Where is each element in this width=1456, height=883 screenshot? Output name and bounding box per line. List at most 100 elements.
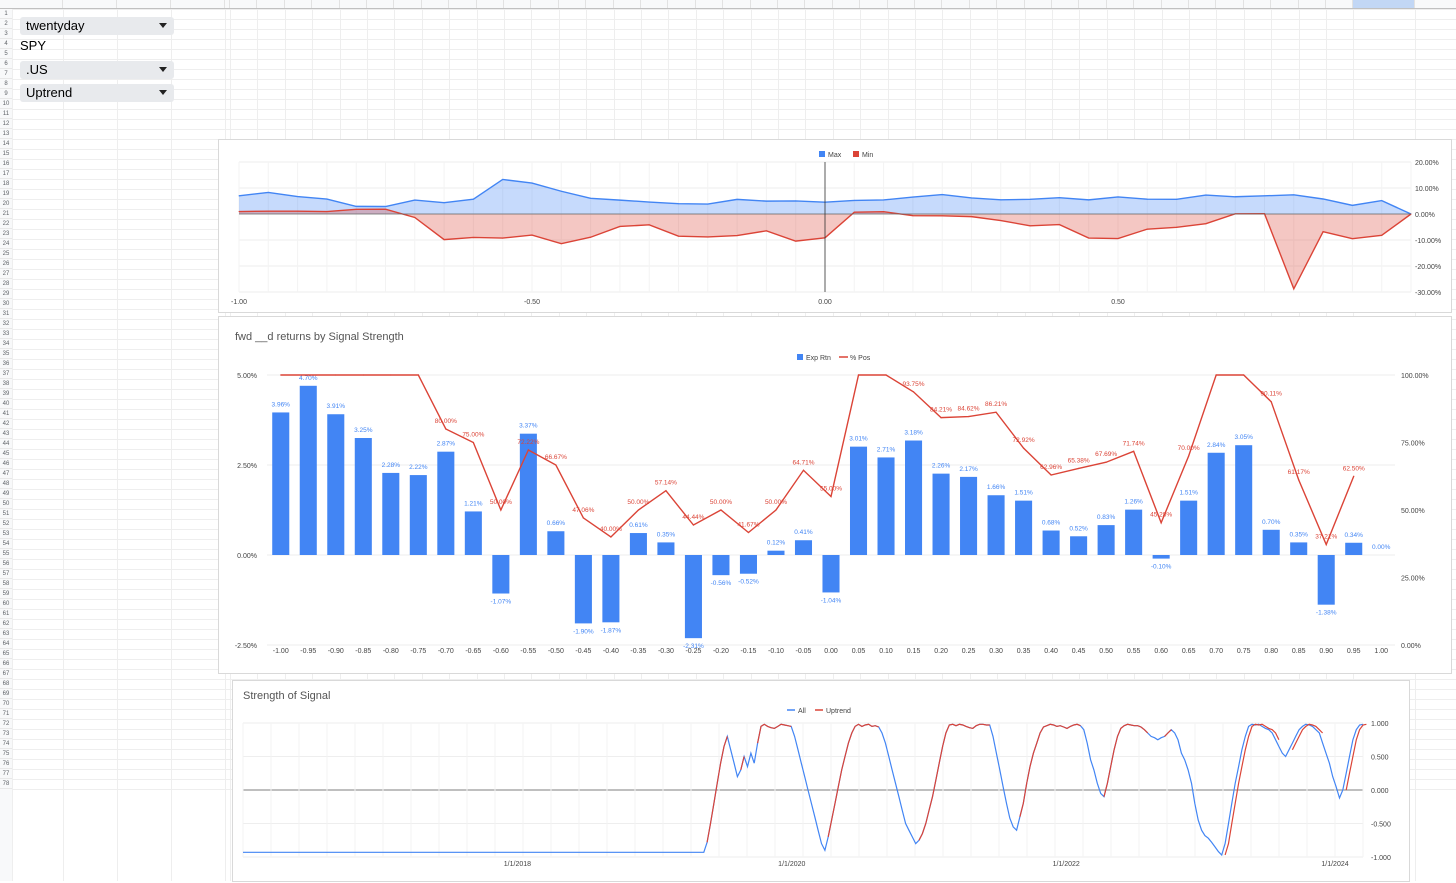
row-header-3[interactable]: 3: [0, 29, 12, 39]
table-cell[interactable]: [13, 759, 61, 769]
row-header-40[interactable]: 40: [0, 399, 12, 409]
row-header-74[interactable]: 74: [0, 739, 12, 749]
summary-label-cell[interactable]: [172, 99, 223, 109]
summary-value-cell[interactable]: [1217, 19, 1241, 29]
table-cell[interactable]: [118, 319, 169, 329]
summary-value-cell[interactable]: [1217, 89, 1241, 99]
row-header-49[interactable]: 49: [0, 489, 12, 499]
summary-value-cell[interactable]: [587, 99, 611, 109]
row-header-32[interactable]: 32: [0, 319, 12, 329]
table-cell[interactable]: [172, 539, 223, 549]
summary-value-cell[interactable]: [1080, 69, 1104, 79]
summary-value-cell[interactable]: [341, 69, 365, 79]
summary-value-cell[interactable]: [806, 29, 830, 39]
signal-footer-cell[interactable]: [889, 109, 913, 119]
summary-value-cell[interactable]: [1163, 39, 1187, 49]
signal-footer-cell[interactable]: [971, 109, 995, 119]
summary-label-cell[interactable]: [172, 49, 223, 59]
summary-value-cell[interactable]: [1300, 69, 1324, 79]
table-header-cell[interactable]: [172, 119, 223, 129]
summary-value-cell[interactable]: [1080, 29, 1104, 39]
table-cell[interactable]: [13, 629, 61, 639]
summary-value-cell[interactable]: [615, 29, 639, 39]
summary-value-cell[interactable]: [1053, 49, 1077, 59]
row-header-58[interactable]: 58: [0, 579, 12, 589]
summary-value-cell[interactable]: [226, 39, 228, 49]
summary-value-cell[interactable]: [861, 59, 885, 69]
summary-value-cell[interactable]: [1108, 69, 1132, 79]
summary-value-cell[interactable]: [1135, 39, 1159, 49]
table-cell[interactable]: [13, 719, 61, 729]
summary-value-cell[interactable]: [697, 59, 721, 69]
table-cell[interactable]: [13, 729, 61, 739]
table-cell[interactable]: [64, 499, 115, 509]
row-header-23[interactable]: 23: [0, 229, 12, 239]
signal-footer-cell[interactable]: [560, 109, 584, 119]
summary-value-cell[interactable]: [779, 89, 803, 99]
table-cell[interactable]: [118, 749, 169, 759]
table-cell[interactable]: [13, 219, 61, 229]
table-cell[interactable]: [172, 729, 223, 739]
column-header-i[interactable]: [312, 0, 339, 8]
table-cell[interactable]: [13, 739, 61, 749]
table-cell[interactable]: [13, 509, 61, 519]
summary-value-cell[interactable]: [697, 29, 721, 39]
summary-value-cell[interactable]: [258, 29, 282, 39]
row-header-15[interactable]: 15: [0, 149, 12, 159]
summary-value-cell[interactable]: [395, 39, 419, 49]
table-cell[interactable]: [64, 629, 115, 639]
summary-label-cell[interactable]: [172, 69, 223, 79]
signal-header-cell[interactable]: [423, 9, 447, 19]
summary-value-cell[interactable]: [752, 89, 776, 99]
summary-value-cell[interactable]: [1053, 99, 1077, 109]
table-cell[interactable]: [13, 189, 61, 199]
summary-value-cell[interactable]: [286, 79, 310, 89]
signal-header-cell[interactable]: [560, 9, 584, 19]
table-cell[interactable]: [118, 389, 169, 399]
signal-header-cell[interactable]: [834, 9, 858, 19]
summary-value-cell[interactable]: [724, 69, 748, 79]
signal-header-cell[interactable]: [916, 9, 940, 19]
table-cell[interactable]: [172, 739, 223, 749]
table-cell[interactable]: [118, 429, 169, 439]
table-cell[interactable]: [172, 409, 223, 419]
column-header-h[interactable]: [285, 0, 312, 8]
column-header-s[interactable]: [586, 0, 613, 8]
table-cell[interactable]: [172, 549, 223, 559]
table-cell[interactable]: [13, 409, 61, 419]
summary-label-cell[interactable]: [172, 89, 223, 99]
table-cell[interactable]: [172, 709, 223, 719]
table-cell[interactable]: [172, 289, 223, 299]
row-header-41[interactable]: 41: [0, 409, 12, 419]
row-header-33[interactable]: 33: [0, 329, 12, 339]
summary-value-cell[interactable]: [834, 99, 858, 109]
table-cell[interactable]: [172, 419, 223, 429]
table-cell[interactable]: [172, 579, 223, 589]
summary-value-cell[interactable]: [1135, 99, 1159, 109]
summary-value-cell[interactable]: [642, 29, 666, 39]
summary-value-cell[interactable]: [642, 89, 666, 99]
summary-value-cell[interactable]: [258, 79, 282, 89]
summary-value-cell[interactable]: [1272, 99, 1296, 109]
summary-value-cell[interactable]: [697, 69, 721, 79]
summary-value-cell[interactable]: [1190, 19, 1214, 29]
summary-value-cell[interactable]: [861, 89, 885, 99]
table-cell[interactable]: [64, 439, 115, 449]
signal-header-cell[interactable]: [1272, 9, 1296, 19]
table-cell[interactable]: [64, 729, 115, 739]
summary-value-cell[interactable]: [231, 29, 255, 39]
summary-value-cell[interactable]: [341, 19, 365, 29]
column-header-ac[interactable]: [860, 0, 887, 8]
summary-value-cell[interactable]: [258, 19, 282, 29]
row-header-38[interactable]: 38: [0, 379, 12, 389]
summary-value-cell[interactable]: [1108, 99, 1132, 109]
summary-value-cell[interactable]: [505, 99, 529, 109]
table-cell[interactable]: [13, 149, 61, 159]
summary-value-cell[interactable]: [313, 49, 337, 59]
summary-value-cell[interactable]: [889, 69, 913, 79]
summary-value-cell[interactable]: [834, 29, 858, 39]
summary-value-cell[interactable]: [587, 59, 611, 69]
table-header-cell[interactable]: [13, 119, 61, 129]
row-header-53[interactable]: 53: [0, 529, 12, 539]
table-cell[interactable]: [64, 639, 115, 649]
